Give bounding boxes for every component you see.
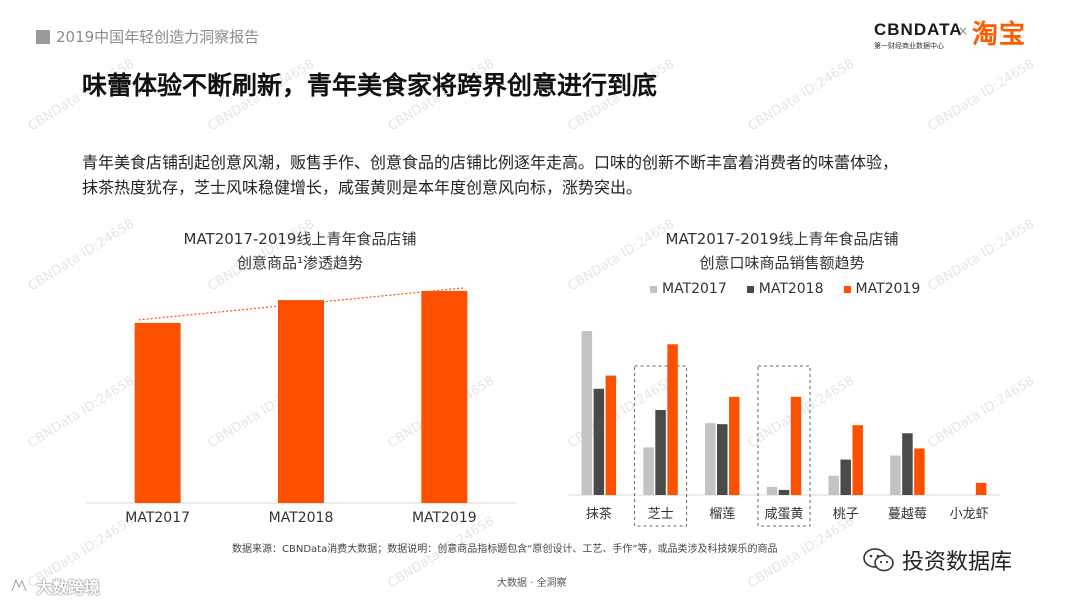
report-tag-square-icon xyxy=(36,29,50,44)
chart2-bar-mat2017-1 xyxy=(643,447,654,495)
chart2-x-tick-label: 芝士 xyxy=(648,506,674,522)
cbndata-logo-subtext: 第一财经商业数据中心 xyxy=(874,42,944,50)
chart1-title: MAT2017-2019线上青年食品店铺 创意商品¹渗透趋势 xyxy=(150,227,450,275)
chart2-bar-mat2019-3 xyxy=(790,396,802,495)
chart2-legend: MAT2017 MAT2018 MAT2019 xyxy=(650,281,920,297)
chart2-x-tick-label: 咸蛋黄 xyxy=(764,507,803,522)
legend-label-mat2019: MAT2019 xyxy=(855,281,921,297)
chart2-bar-mat2018-4 xyxy=(840,459,851,495)
chart2-bar-mat2017-3 xyxy=(766,486,778,495)
chart2-bar-mat2018-1 xyxy=(655,410,666,495)
chart2-title: MAT2017-2019线上青年食品店铺 创意口味商品销售额趋势 xyxy=(632,227,932,275)
data-source-note: 数据来源：CBNData消费大数据；数据说明：创意商品指标题包含“原创设计、工艺… xyxy=(232,544,778,555)
chart2-title-line-2: 创意口味商品销售额趋势 xyxy=(699,254,865,272)
wechat-account: 投资数据库 xyxy=(862,544,1012,576)
chart2-bar-mat2019-5 xyxy=(914,448,925,495)
chart2-x-tick-label: 小龙虾 xyxy=(950,507,989,522)
legend-item: MAT2017 xyxy=(650,281,727,297)
footer-slogan: 大数据 · 全洞察 xyxy=(497,578,567,589)
chart2-bar-mat2017-0 xyxy=(581,331,593,495)
bottom-logo: 大数跨境 xyxy=(10,574,100,598)
legend-item: MAT2019 xyxy=(843,281,921,297)
page-title: 味蕾体验不断刷新，青年美食家将跨界创意进行到底 xyxy=(82,71,658,100)
chart2-bar-mat2017-4 xyxy=(828,475,839,495)
description: 青年美食店铺刮起创意风潮，贩售手作、创意食品的店铺比例逐年走高。口味的创新不断丰… xyxy=(82,150,1022,200)
chart1-title-line-1: MAT2017-2019线上青年食品店铺 xyxy=(183,230,417,248)
chart2-bar-mat2019-0 xyxy=(605,375,617,495)
chart1-x-tick-label: MAT2017 xyxy=(125,510,190,526)
cbndata-logo-text: CBNDATA xyxy=(874,20,963,39)
chart2-bar-mat2019-1 xyxy=(667,344,678,495)
legend-swatch-mat2018 xyxy=(746,285,754,293)
chart1-bar-mat2019 xyxy=(421,290,468,503)
chart2-x-tick-label: 蔓越莓 xyxy=(888,507,927,522)
report-tag-label: 2019中国年轻创造力洞察报告 xyxy=(56,28,260,46)
chart2-bar-mat2019-4 xyxy=(852,425,863,495)
legend-label-mat2017: MAT2017 xyxy=(662,281,727,297)
chart2-bar-mat2018-5 xyxy=(902,433,913,495)
chart2-bar-mat2017-5 xyxy=(890,455,901,495)
chart2-bar-mat2019-6 xyxy=(975,482,987,495)
legend-label-mat2018: MAT2018 xyxy=(758,281,824,297)
bottom-logo-text: 大数跨境 xyxy=(36,578,101,597)
chart2-bar-mat2018-2 xyxy=(717,424,728,495)
chart2-x-tick-label: 抹茶 xyxy=(586,506,612,522)
chart2-bar-mat2018-0 xyxy=(593,388,605,495)
legend-item: MAT2018 xyxy=(746,281,824,297)
description-line-2: 抹茶热度犹存，芝士风味稳健增长，咸蛋黄则是本年度创意风向标，涨势突出。 xyxy=(82,178,643,197)
chart1-bar-mat2017 xyxy=(134,322,181,503)
bottom-logo-icon xyxy=(10,577,28,592)
cbndata-logo: CBNDATA 第一财经商业数据中心 xyxy=(874,20,963,51)
wechat-account-name: 投资数据库 xyxy=(902,550,1013,575)
brand-separator: × xyxy=(958,24,969,38)
chart1-x-tick-label: MAT2019 xyxy=(412,510,477,526)
chart2-x-tick-label: 桃子 xyxy=(833,507,859,522)
chart1-bar-mat2018 xyxy=(278,300,324,503)
chart2-bar-mat2018-3 xyxy=(778,489,790,495)
chart2-bar-mat2017-2 xyxy=(705,423,716,495)
chart1-x-tick-label: MAT2018 xyxy=(269,510,334,526)
description-line-1: 青年美食店铺刮起创意风潮，贩售手作、创意食品的店铺比例逐年走高。口味的创新不断丰… xyxy=(82,153,899,172)
chart2-title-line-1: MAT2017-2019线上青年食品店铺 xyxy=(665,230,899,248)
wechat-icon xyxy=(863,548,894,572)
legend-swatch-mat2019 xyxy=(843,285,851,293)
report-tag: 2019中国年轻创造力洞察报告 xyxy=(36,26,259,47)
chart1-title-line-2: 创意商品¹渗透趋势 xyxy=(236,254,363,272)
chart2-x-tick-label: 榴莲 xyxy=(709,507,735,522)
chart2-bar-mat2019-2 xyxy=(729,396,740,495)
chart2-highlight-box xyxy=(757,365,811,527)
taobao-logo: 淘宝 xyxy=(972,20,1027,50)
legend-swatch-mat2017 xyxy=(650,285,657,293)
chart2-highlight-box xyxy=(634,365,688,527)
